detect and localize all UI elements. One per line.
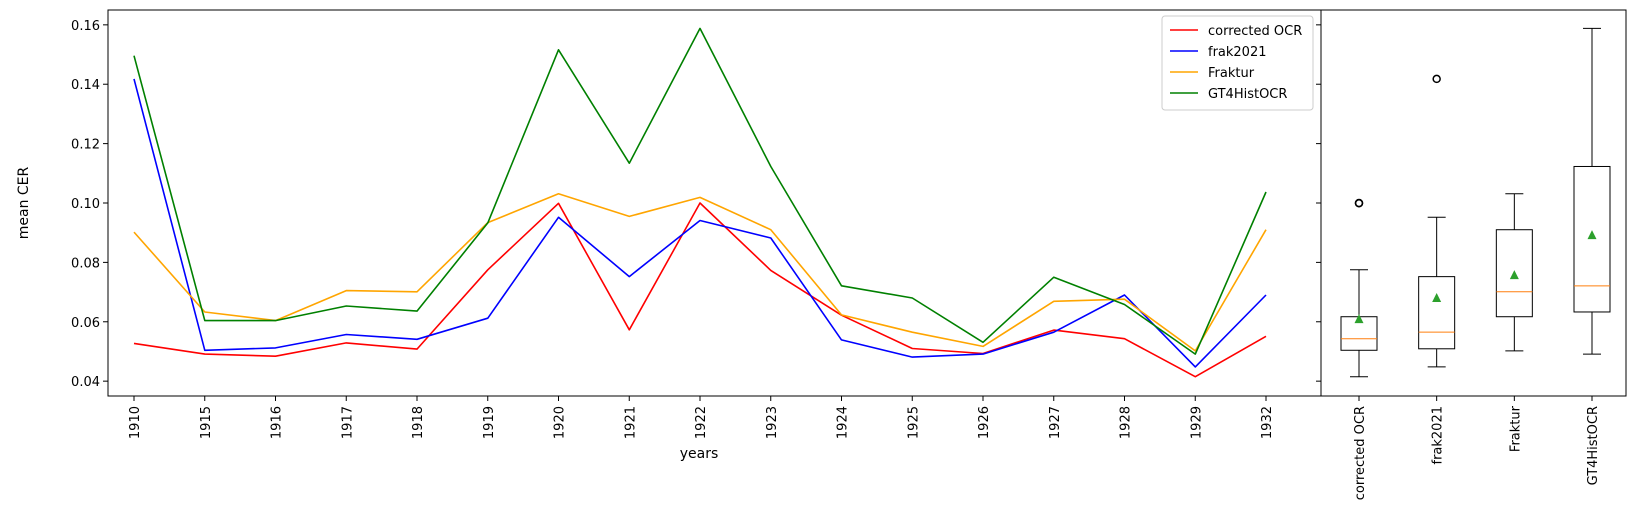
box-flier xyxy=(1354,198,1364,208)
x-tick-label: 1932 xyxy=(1260,406,1275,439)
line-chart-series-group xyxy=(133,27,1267,378)
y-axis-label: mean CER xyxy=(16,166,32,239)
x-axis-label: years xyxy=(680,446,719,462)
box-frak2021 xyxy=(1418,74,1456,368)
x-tick-label: 1927 xyxy=(1048,406,1063,439)
x-tick-label: 1915 xyxy=(199,406,214,439)
box-plot-axes-frame xyxy=(1320,9,1627,397)
x-tick-label: 1919 xyxy=(482,406,497,439)
series-line-corrected-ocr xyxy=(133,202,1267,378)
x-tick-label: 1924 xyxy=(836,406,851,439)
y-tick-label: 0.06 xyxy=(71,316,100,331)
box-iqr xyxy=(1495,229,1533,318)
y-tick-label: 0.16 xyxy=(71,19,100,34)
box-iqr xyxy=(1573,165,1611,313)
legend-label: frak2021 xyxy=(1208,45,1267,60)
box-x-tick-label: frak2021 xyxy=(1431,406,1446,465)
legend-label: Fraktur xyxy=(1208,66,1255,81)
legend-label: GT4HistOCR xyxy=(1208,87,1287,102)
box-plot: corrected OCR frak2021 Fraktur GT4HistOCR xyxy=(1316,9,1627,500)
x-tick-label: 1925 xyxy=(906,406,921,439)
box-fraktur xyxy=(1495,193,1533,352)
box-corrected-ocr xyxy=(1340,198,1378,378)
line-chart-axes-frame xyxy=(107,9,1322,397)
box-mean-marker xyxy=(1587,230,1597,240)
legend-frame xyxy=(1161,15,1314,111)
x-tick-label: 1920 xyxy=(553,406,568,439)
box-plot-x-ticks: corrected OCR frak2021 Fraktur GT4HistOCR xyxy=(1353,396,1601,500)
series-line-fraktur xyxy=(133,193,1267,352)
x-tick-label: 1918 xyxy=(411,406,426,439)
x-tick-label: 1921 xyxy=(623,406,638,439)
box-x-tick-label: GT4HistOCR xyxy=(1586,406,1601,485)
line-chart-x-ticks: 1910 1915 1916 1917 1918 1919 1920 1921 1922 1923… xyxy=(128,396,1275,439)
x-tick-label: 1917 xyxy=(340,406,355,439)
y-tick-label: 0.04 xyxy=(71,375,100,390)
y-tick-label: 0.10 xyxy=(71,197,100,212)
x-tick-label: 1922 xyxy=(694,406,709,439)
legend: corrected OCR frak2021 Fraktur GT4HistOCR xyxy=(1161,15,1314,111)
series-line-frak2021 xyxy=(133,78,1267,368)
box-plot-boxes-group xyxy=(1340,27,1611,378)
box-plot-y-ticks xyxy=(1316,24,1321,382)
x-tick-label: 1910 xyxy=(128,406,143,439)
box-mean-marker xyxy=(1432,293,1442,303)
box-mean-marker xyxy=(1509,270,1519,280)
box-iqr xyxy=(1418,276,1456,350)
x-tick-label: 1929 xyxy=(1189,406,1204,439)
line-chart: 1910 1915 1916 1917 1918 1919 1920 1921 1922 1923… xyxy=(16,9,1322,462)
box-flier xyxy=(1432,74,1441,84)
x-tick-label: 1926 xyxy=(977,406,992,439)
y-tick-label: 0.14 xyxy=(71,78,100,93)
y-tick-label: 0.12 xyxy=(71,138,100,153)
box-x-tick-label: corrected OCR xyxy=(1353,406,1368,500)
y-tick-label: 0.08 xyxy=(71,256,100,271)
x-tick-label: 1916 xyxy=(270,406,285,439)
box-x-tick-label: Fraktur xyxy=(1508,405,1523,452)
series-line-gt4histocr xyxy=(133,27,1267,355)
line-chart-y-ticks: 0.04 0.06 0.08 0.10 0.12 0.14 0.16 xyxy=(71,19,108,390)
box-mean-marker xyxy=(1354,314,1364,324)
x-tick-label: 1923 xyxy=(765,406,780,439)
x-tick-label: 1928 xyxy=(1119,406,1134,439)
box-gt4histocr xyxy=(1573,27,1611,355)
legend-label: corrected OCR xyxy=(1208,24,1302,39)
